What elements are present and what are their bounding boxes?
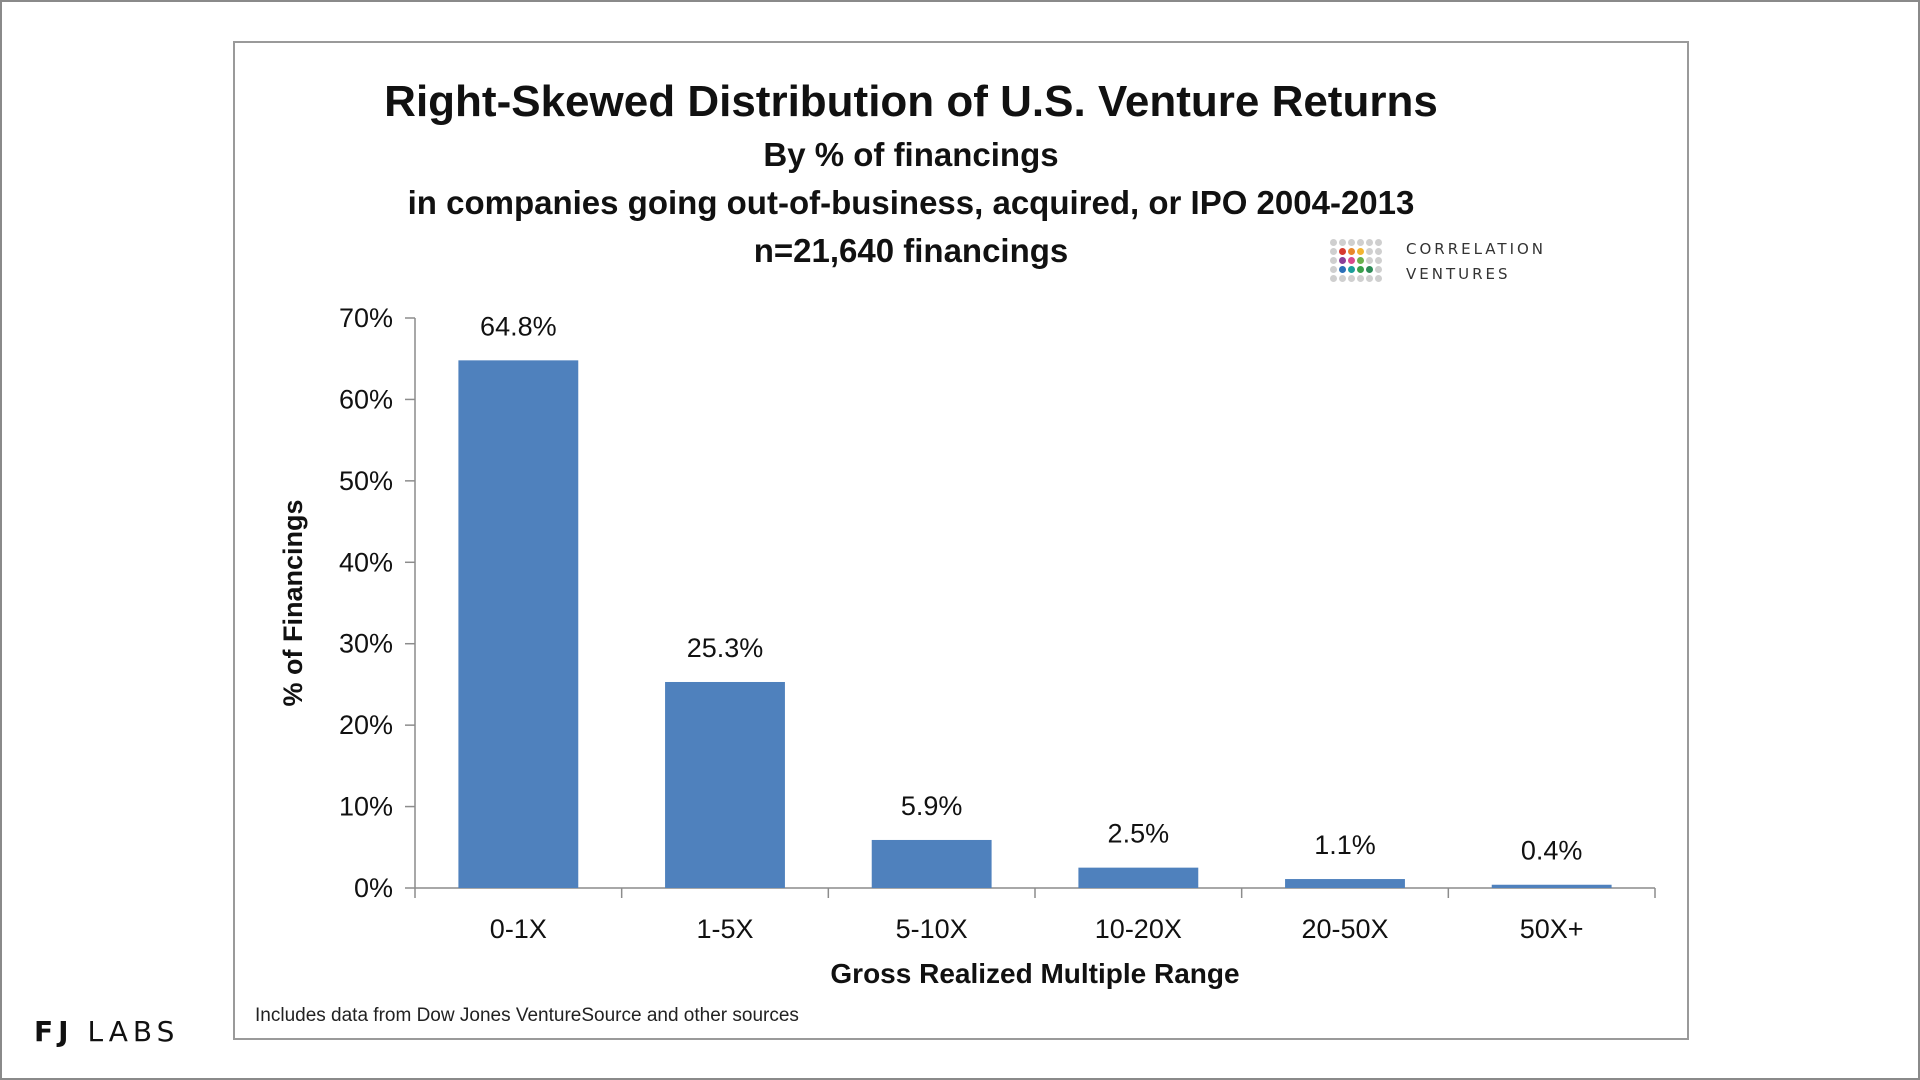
brand-dot [1348,256,1355,264]
data-label: 0.4% [1521,836,1583,866]
data-label: 1.1% [1314,830,1376,860]
brand-dot [1330,274,1337,282]
y-axis-title: % of Financings [278,499,308,706]
y-tick-label: 20% [339,710,393,740]
x-tick-label: 0-1X [490,914,547,944]
brand-dot [1375,274,1382,282]
brand-dot [1330,256,1337,264]
brand-dot [1366,274,1373,282]
data-label: 64.8% [480,311,557,341]
data-label: 25.3% [687,633,764,663]
y-tick-label: 0% [354,873,393,903]
bar [1078,867,1199,888]
brand-dot [1375,247,1382,255]
brand-dot [1348,265,1355,273]
fj-labs-logo-bold: FJ [34,1015,74,1048]
brand-dot [1366,265,1373,273]
correlation-ventures-logo: Correlation Ventures [1330,235,1546,285]
brand-dot [1366,238,1373,246]
brand-dot [1375,256,1382,264]
brand-dot [1339,238,1346,246]
brand-dot [1348,274,1355,282]
y-axis: 0% 10% 20% 30% 40% 50% 60% 70% [339,303,416,903]
bar [871,839,992,888]
x-tick-label: 1-5X [696,914,753,944]
brand-name-line-1: Correlation [1406,235,1547,260]
fj-labs-logo-light: LABS [87,1015,180,1048]
x-axis-title: Gross Realized Multiple Range [830,958,1239,989]
x-tick-label: 10-20X [1095,914,1182,944]
brand-name: Correlation Ventures [1406,235,1546,285]
brand-dot [1357,238,1364,246]
brand-dot [1348,247,1355,255]
chart-subtitle-line-3: n=21,640 financings [753,232,1069,269]
brand-dot [1339,256,1346,264]
brand-dot [1357,274,1364,282]
bar [1491,884,1612,888]
x-tick-label: 5-10X [896,914,968,944]
brand-dot [1330,247,1337,255]
brand-dot [1330,238,1337,246]
chart-panel: Right-Skewed Distribution of U.S. Ventur… [233,41,1689,1040]
source-note: Includes data from Dow Jones VentureSour… [255,1005,799,1026]
x-axis: 0-1X 1-5X 5-10X 10-20X 20-50X 50X+ [414,887,1656,944]
brand-dot [1330,265,1337,273]
x-tick-label: 20-50X [1301,914,1388,944]
bar-chart: 0% 10% 20% 30% 40% 50% 60% 70% 0-1X 1-5X 5-10X 10-… [278,303,1656,989]
y-tick-label: 40% [339,547,393,577]
bar [458,360,579,888]
bar [665,681,785,888]
y-tick-label: 30% [339,629,393,659]
y-tick-label: 60% [339,384,393,414]
brand-dot [1366,247,1373,255]
brand-dot [1339,247,1346,255]
x-tick-label: 50X+ [1520,914,1584,944]
brand-dot [1348,238,1355,246]
fj-labs-logo: FJ LABS [34,1015,179,1048]
brand-dot [1339,265,1346,273]
brand-dot [1366,256,1373,264]
brand-dot [1357,265,1364,273]
chart-title: Right-Skewed Distribution of U.S. Ventur… [384,77,1438,126]
y-tick-label: 10% [339,792,393,822]
bar [1285,879,1405,888]
y-tick-label: 70% [339,303,393,333]
brand-dot [1375,238,1382,246]
y-tick-label: 50% [339,466,393,496]
data-label: 2.5% [1108,819,1170,849]
brand-dot [1375,265,1382,273]
brand-dot [1357,256,1364,264]
brand-dot [1357,247,1364,255]
brand-dot [1339,274,1346,282]
chart-subtitle-line-1: By % of financings [763,136,1059,173]
chart-subtitle-line-2: in companies going out-of-business, acqu… [407,184,1415,221]
title-block: Right-Skewed Distribution of U.S. Ventur… [235,73,1687,275]
brand-dots-icon [1330,238,1382,282]
brand-name-line-2: Ventures [1406,260,1511,285]
bars: 64.8% 25.3% 5.9% 2.5% 1.1% 0.4% [458,311,1612,888]
data-label: 5.9% [901,791,963,821]
